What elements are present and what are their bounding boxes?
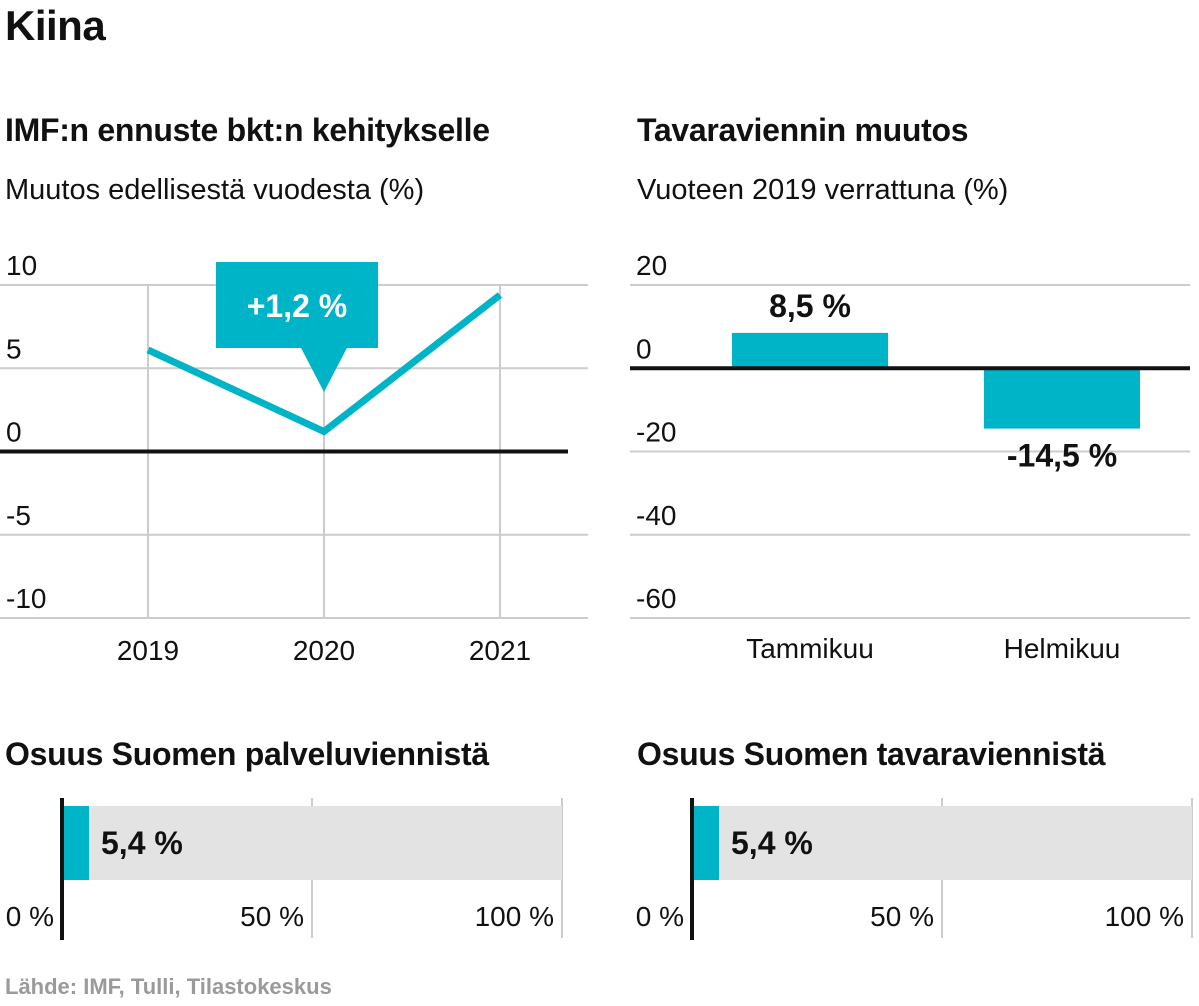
exports-x-tick-label: Helmikuu — [1004, 633, 1121, 664]
exports-bar-value-label: 8,5 % — [769, 288, 851, 324]
share-x-tick-label: 0 % — [636, 901, 684, 932]
gdp-annotation-label: +1,2 % — [247, 288, 348, 324]
exports-x-tick-label: Tammikuu — [746, 633, 874, 664]
gdp-x-tick-label: 2021 — [469, 635, 531, 666]
exports-y-tick-label: 20 — [636, 250, 667, 281]
share-bar-track — [62, 806, 562, 880]
gdp-y-tick-label: 0 — [6, 417, 22, 448]
share-x-tick-label: 100 % — [475, 901, 554, 932]
exports-chart-subtitle: Vuoteen 2019 verrattuna (%) — [637, 174, 1009, 206]
share-value-label: 5,4 % — [101, 825, 183, 861]
exports-bar-value-label: -14,5 % — [1007, 438, 1117, 474]
share-value-label: 5,4 % — [731, 825, 813, 861]
gdp-x-tick-label: 2020 — [293, 635, 355, 666]
gdp-x-tick-label: 2019 — [117, 635, 179, 666]
exports-y-tick-label: -40 — [636, 500, 676, 531]
exports-chart-title: Tavaraviennin muutos — [637, 112, 969, 148]
share-x-tick-label: 50 % — [870, 901, 934, 932]
page-title: Kiina — [5, 2, 106, 49]
exports-y-tick-label: -20 — [636, 417, 676, 448]
share-x-tick-label: 100 % — [1105, 901, 1184, 932]
gdp-y-tick-label: -5 — [6, 500, 31, 531]
exports-bar — [984, 368, 1140, 429]
services-share-chart: 0 % 50 % 100 % 5,4 % — [6, 798, 563, 940]
share-bar-fill — [692, 806, 719, 880]
exports-y-tick-label: 0 — [636, 333, 652, 364]
gdp-y-tick-label: -10 — [6, 583, 46, 614]
gdp-annotation-pointer — [300, 346, 348, 392]
gdp-y-tick-label: 10 — [6, 250, 37, 281]
services-share-title: Osuus Suomen palveluviennistä — [5, 736, 489, 772]
source-note: Lähde: IMF, Tulli, Tilastokeskus — [5, 974, 332, 999]
gdp-y-tick-label: 5 — [6, 333, 22, 364]
share-x-tick-label: 50 % — [240, 901, 304, 932]
share-x-tick-label: 0 % — [6, 901, 54, 932]
share-bar-track — [692, 806, 1192, 880]
exports-bar-chart: 20 0 -20 -40 -60 8,5 % Tammikuu -14,5 % Helmikuu — [630, 250, 1190, 664]
gdp-chart-subtitle: Muutos edellisestä vuodesta (%) — [5, 174, 425, 206]
share-bar-fill — [62, 806, 89, 880]
goods-share-chart: 0 % 50 % 100 % 5,4 % — [636, 798, 1193, 940]
gdp-annotation-callout — [216, 262, 378, 348]
gdp-chart-title: IMF:n ennuste bkt:n kehitykselle — [5, 112, 490, 148]
goods-share-title: Osuus Suomen tavaraviennistä — [637, 736, 1106, 772]
exports-y-tick-label: -60 — [636, 583, 676, 614]
exports-bar — [732, 332, 888, 369]
gdp-line-chart: 10 5 0 -5 -10 2019 2020 2021 +1,2 % — [0, 250, 588, 666]
